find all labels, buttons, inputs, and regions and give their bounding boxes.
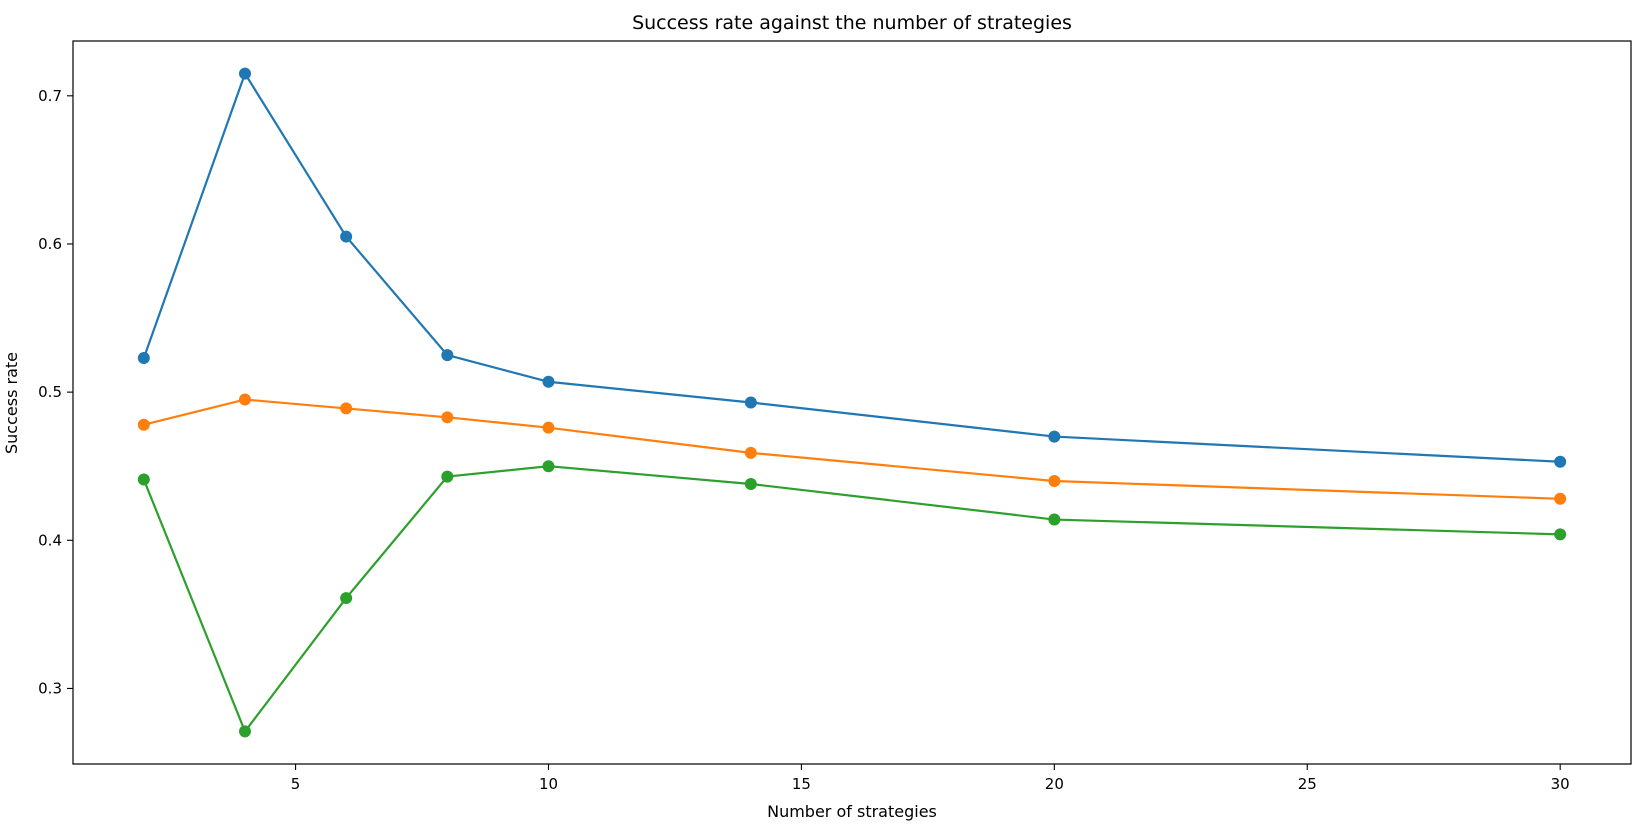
data-point xyxy=(744,396,757,409)
x-tick-label: 25 xyxy=(1298,775,1317,793)
series-line xyxy=(143,398,1561,500)
chart-title: Success rate against the number of strat… xyxy=(632,12,1072,34)
series-layer xyxy=(137,67,1567,738)
x-axis-label: Number of strategies xyxy=(767,802,937,821)
series-line xyxy=(142,72,1561,463)
x-tick-label: 20 xyxy=(1045,775,1064,793)
data-point xyxy=(542,375,555,388)
data-point xyxy=(238,393,251,406)
y-tick-label: 0.5 xyxy=(38,383,62,401)
data-point xyxy=(1554,528,1567,541)
y-axis-label: Success rate xyxy=(2,352,21,454)
data-point xyxy=(238,67,251,80)
series-3 xyxy=(137,460,1567,738)
series-2 xyxy=(137,393,1567,505)
y-tick-label: 0.6 xyxy=(38,235,62,253)
data-point xyxy=(744,477,757,490)
x-tick-label: 10 xyxy=(539,775,558,793)
data-point xyxy=(238,725,251,738)
data-point xyxy=(137,352,150,365)
y-axis-ticks: 0.3 0.4 0.5 0.6 0.7 xyxy=(38,87,73,697)
data-point xyxy=(1554,492,1567,505)
y-tick-label: 0.4 xyxy=(38,531,62,549)
data-point xyxy=(744,446,757,459)
data-point xyxy=(542,460,555,473)
series-line xyxy=(142,465,1561,733)
data-point xyxy=(340,592,353,605)
x-tick-label: 15 xyxy=(792,775,811,793)
data-point xyxy=(1048,430,1061,443)
data-point xyxy=(441,470,454,483)
data-point xyxy=(340,230,353,243)
data-point xyxy=(441,349,454,362)
data-point xyxy=(1048,475,1061,488)
data-point xyxy=(137,473,150,486)
series-1 xyxy=(137,67,1567,468)
plot-frame xyxy=(72,40,1632,765)
data-point xyxy=(137,418,150,431)
x-tick-label: 5 xyxy=(291,775,301,793)
x-axis-ticks: 5 10 15 20 25 30 xyxy=(291,764,1570,793)
data-point xyxy=(340,402,353,415)
y-tick-label: 0.3 xyxy=(38,679,62,697)
data-point xyxy=(441,411,454,424)
data-point xyxy=(1048,513,1061,526)
y-tick-label: 0.7 xyxy=(38,87,62,105)
x-tick-label: 30 xyxy=(1551,775,1570,793)
data-point xyxy=(542,421,555,434)
data-point xyxy=(1554,455,1567,468)
